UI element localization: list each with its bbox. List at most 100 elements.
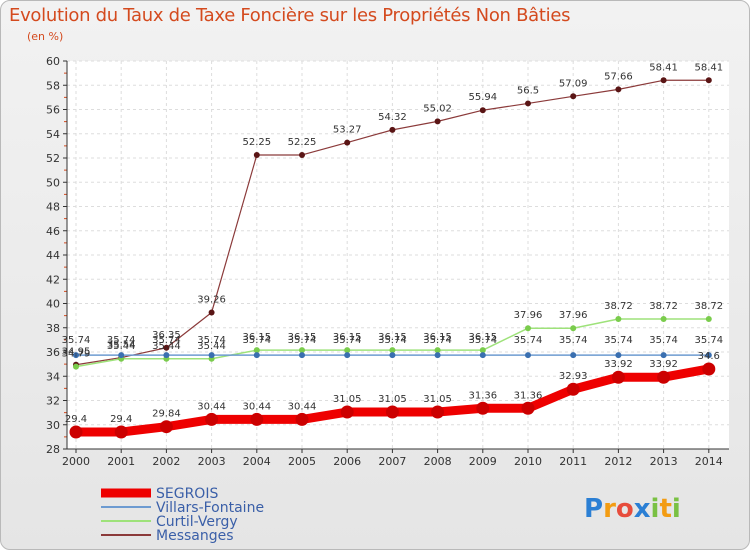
y-tick-label: 44: [46, 249, 60, 262]
data-label-3: 52.25: [242, 137, 271, 148]
data-label-3: 58.41: [649, 62, 678, 73]
x-tick-label: 2012: [604, 455, 632, 468]
logo-letter: i: [651, 494, 660, 524]
data-label-0: 33.92: [604, 359, 633, 370]
data-point-3: [344, 139, 351, 146]
data-point-3: [615, 86, 622, 93]
y-tick-label: 40: [46, 298, 60, 311]
y-tick-label: 52: [46, 152, 60, 165]
data-point-3: [479, 107, 486, 114]
x-tick-label: 2003: [198, 455, 226, 468]
legend-label: Curtil-Vergy: [156, 514, 238, 530]
data-label-0: 31.05: [333, 394, 362, 405]
data-point-3: [299, 151, 305, 158]
data-point-1: [253, 352, 260, 359]
data-point-0: [431, 405, 445, 419]
data-point-1: [479, 352, 486, 359]
x-tick-label: 2013: [650, 455, 678, 468]
legend-label: Villars-Fontaine: [156, 500, 264, 516]
data-label-3: 52.25: [288, 137, 317, 148]
data-point-1: [208, 352, 215, 359]
y-tick-label: 36: [46, 346, 60, 359]
y-tick-label: 50: [46, 176, 60, 189]
data-point-1: [705, 352, 712, 359]
x-tick-label: 2011: [559, 455, 587, 468]
y-tick-label: 34: [46, 370, 60, 383]
data-label-2: 38.72: [694, 301, 723, 312]
data-label-1: 35.74: [378, 335, 407, 346]
data-point-0: [702, 362, 716, 376]
data-point-2: [253, 347, 260, 354]
logo-letter: x: [634, 494, 651, 524]
x-tick-label: 2009: [469, 455, 497, 468]
data-point-2: [389, 347, 396, 354]
data-label-2: 36.15: [242, 332, 271, 343]
data-point-0: [476, 401, 490, 415]
chart-title: Evolution du Taux de Taxe Foncière sur l…: [9, 5, 571, 26]
data-label-3: 57.66: [604, 71, 633, 82]
data-label-3: 57.09: [559, 78, 588, 89]
data-label-1: 35.74: [242, 335, 271, 346]
data-point-1: [615, 352, 622, 359]
data-point-0: [657, 370, 671, 384]
data-label-0: 30.44: [288, 401, 317, 412]
data-point-3: [389, 126, 396, 133]
data-label-0: 29.84: [152, 409, 181, 420]
data-label-2: 37.96: [559, 310, 588, 321]
x-tick-label: 2002: [152, 455, 180, 468]
data-point-0: [340, 405, 354, 419]
data-label-0: 33.92: [649, 359, 678, 370]
y-tick-label: 38: [46, 322, 60, 335]
y-tick-label: 56: [46, 104, 60, 117]
data-label-1: 35.74: [514, 335, 543, 346]
data-point-1: [73, 352, 79, 359]
data-point-0: [611, 370, 625, 384]
logo-letter: o: [616, 494, 634, 524]
data-label-3: 53.27: [333, 125, 362, 136]
data-label-0: 31.36: [514, 390, 543, 401]
data-point-1: [299, 352, 305, 359]
data-point-2: [479, 347, 486, 354]
data-point-1: [344, 352, 351, 359]
data-label-0: 34.6: [698, 351, 720, 362]
x-tick-label: 2007: [378, 455, 406, 468]
data-point-2: [615, 316, 622, 323]
data-label-3: 55.02: [423, 103, 452, 114]
data-point-2: [660, 316, 667, 323]
data-point-0: [159, 420, 173, 434]
data-point-2: [434, 347, 441, 354]
data-label-0: 29.4: [110, 414, 132, 425]
data-point-2: [525, 325, 531, 332]
data-label-1: 35.74: [288, 335, 317, 346]
data-point-1: [570, 352, 577, 359]
data-label-3: 58.41: [694, 62, 723, 73]
data-label-1: 35.74: [197, 335, 226, 346]
data-label-1: 35.74: [649, 335, 678, 346]
data-point-3: [208, 309, 215, 316]
legend-label: SEGROIS: [156, 486, 218, 502]
data-label-2: 35.44: [152, 341, 181, 352]
data-label-1: 35.74: [62, 335, 91, 346]
data-point-0: [295, 412, 309, 426]
data-label-1: 35.74: [694, 335, 723, 346]
logo-letter: t: [659, 494, 671, 524]
data-point-0: [250, 412, 264, 426]
x-tick-label: 2006: [333, 455, 361, 468]
data-label-2: 36.15: [333, 332, 362, 343]
y-tick-label: 54: [46, 128, 60, 141]
data-label-1: 35.74: [333, 335, 362, 346]
data-label-2: 37.96: [514, 310, 543, 321]
data-point-3: [525, 100, 531, 107]
data-point-1: [660, 352, 667, 359]
data-label-1: 35.74: [559, 335, 588, 346]
data-point-0: [114, 425, 128, 439]
proxiti-logo: Proxiti: [584, 494, 681, 524]
data-label-1: 35.74: [152, 335, 181, 346]
x-tick-label: 2004: [243, 455, 271, 468]
data-point-2: [73, 363, 79, 370]
y-tick-label: 28: [46, 443, 60, 456]
data-label-3: 56.5: [517, 85, 539, 96]
data-point-1: [118, 352, 125, 359]
data-point-0: [566, 382, 580, 396]
data-label-3: 55.94: [468, 92, 497, 103]
